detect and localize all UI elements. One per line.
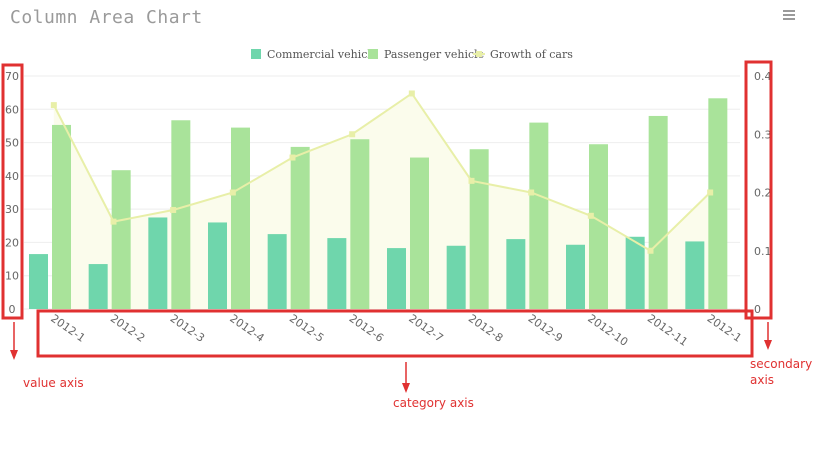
growth-point[interactable] (170, 206, 177, 213)
bar-commercial-vehicle[interactable] (29, 254, 48, 309)
legend-label: Growth of cars (490, 48, 573, 61)
x-tick-label: 2012-1 (48, 312, 87, 345)
bar-passenger-vehicle[interactable] (171, 120, 191, 310)
category-axis-arrow-head (402, 383, 410, 393)
x-tick-label: 2012-6 (347, 312, 386, 345)
bar-commercial-vehicle[interactable] (685, 241, 705, 309)
bar-passenger-vehicle[interactable] (648, 115, 668, 309)
x-tick-label: 2012-8 (466, 312, 505, 345)
value-axis-arrow-head (10, 350, 18, 360)
hamburger-menu-icon[interactable] (781, 9, 799, 23)
y-right-tick-label: 0.2 (754, 187, 772, 200)
value-axis-annotation: value axis (23, 376, 84, 390)
x-tick-label: 2012-4 (227, 312, 266, 345)
growth-point[interactable] (408, 90, 415, 97)
growth-line (52, 92, 711, 252)
x-tick-label: 2012-1 (705, 312, 744, 345)
bar-commercial-vehicle[interactable] (267, 234, 287, 309)
bar-passenger-vehicle[interactable] (708, 98, 728, 310)
y-left-tick-label: 60 (5, 103, 19, 116)
y-left-tick-label: 0 (9, 303, 16, 316)
y-right-tick-label: 0.1 (754, 245, 772, 258)
x-tick-label: 2012-10 (585, 312, 630, 349)
value-axis-highlight-box (1, 63, 24, 320)
bar-commercial-vehicle[interactable] (506, 239, 526, 309)
secondary-axis-annotation-line1: secondary (750, 357, 812, 371)
legend-label: Commercial vehicle (267, 48, 377, 61)
y-left-tick-label: 40 (5, 170, 19, 183)
growth-point[interactable] (707, 189, 714, 196)
bar-commercial-vehicle[interactable] (566, 244, 585, 309)
y-right-tick-label: 0.3 (754, 128, 772, 141)
bar-passenger-vehicle[interactable] (410, 157, 429, 309)
bar-commercial-vehicle[interactable] (148, 217, 168, 309)
growth-point[interactable] (528, 189, 535, 196)
bar-passenger-vehicle[interactable] (350, 139, 370, 309)
chart-title: Column Area Chart (10, 7, 203, 28)
secondary-axis-arrow-head (764, 340, 772, 350)
y-right-tick-label: 0.4 (754, 70, 772, 83)
bar-passenger-vehicle[interactable] (589, 144, 608, 309)
category-axis-highlight-box (36, 309, 754, 358)
legend-swatch[interactable] (251, 49, 261, 59)
growth-point[interactable] (468, 177, 475, 184)
y-left-tick-label: 10 (5, 270, 19, 283)
y-right-tick-label: 0 (754, 303, 761, 316)
y-left-tick-label: 30 (5, 203, 19, 216)
y-left-tick-label: 70 (5, 70, 19, 83)
legend-swatch[interactable] (368, 49, 378, 59)
x-tick-label: 2012-7 (406, 312, 445, 345)
bar-commercial-vehicle[interactable] (327, 238, 347, 309)
bar-passenger-vehicle[interactable] (469, 149, 489, 309)
bar-commercial-vehicle[interactable] (88, 264, 108, 309)
x-tick-label: 2012-5 (287, 312, 326, 345)
secondary-axis-highlight-box (744, 60, 773, 320)
bar-commercial-vehicle[interactable] (387, 248, 406, 309)
bar-passenger-vehicle[interactable] (111, 170, 131, 309)
legend-swatch-point (476, 51, 482, 57)
secondary-axis-annotation-line2: axis (750, 373, 774, 387)
bar-commercial-vehicle[interactable] (625, 236, 645, 309)
legend-label: Passenger vehicle (384, 48, 484, 61)
x-tick-label: 2012-9 (526, 312, 565, 345)
category-axis-annotation: category axis (393, 396, 474, 410)
bar-passenger-vehicle[interactable] (529, 122, 549, 309)
growth-point[interactable] (349, 131, 356, 138)
growth-point[interactable] (50, 102, 57, 109)
growth-point[interactable] (647, 247, 654, 254)
bar-passenger-vehicle[interactable] (290, 146, 310, 309)
bar-passenger-vehicle[interactable] (52, 124, 71, 310)
y-left-tick-label: 20 (5, 236, 19, 249)
x-tick-label: 2012-2 (108, 312, 147, 345)
y-left-tick-label: 50 (5, 137, 19, 150)
x-tick-label: 2012-11 (645, 312, 690, 349)
x-tick-label: 2012-3 (168, 312, 207, 345)
growth-point[interactable] (229, 189, 236, 196)
bar-commercial-vehicle[interactable] (446, 245, 466, 309)
growth-point[interactable] (110, 218, 117, 225)
growth-point[interactable] (587, 212, 594, 219)
bar-passenger-vehicle[interactable] (231, 127, 250, 309)
bar-commercial-vehicle[interactable] (208, 222, 227, 309)
growth-point[interactable] (289, 154, 296, 161)
